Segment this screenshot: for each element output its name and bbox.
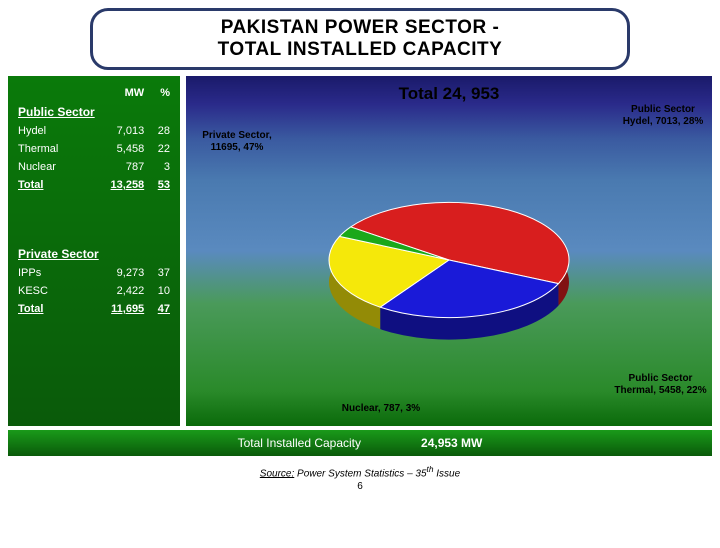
priv-total-pct: 47: [146, 300, 172, 318]
lbl-thermal: Public Sector Thermal, 5458, 22%: [613, 373, 708, 396]
page-number: 6: [0, 481, 720, 492]
source-prefix: Source:: [260, 468, 294, 479]
lbl-nuclear: Nuclear, 787, 3%: [336, 403, 426, 415]
source-line: Source: Power System Statistics – 35th I…: [0, 464, 720, 479]
col-pct: %: [146, 84, 172, 102]
footer-left: Total Installed Capacity: [238, 436, 361, 450]
chart-total: Total 24, 953: [399, 84, 500, 104]
pub-total-pct: 53: [146, 176, 172, 194]
main-area: MW% Public Sector Hydel7,01328Thermal5,4…: [0, 76, 720, 426]
pub-total-mw: 13,258: [86, 176, 146, 194]
lbl-hydel: Public Sector Hydel, 7013, 28%: [618, 104, 708, 127]
title-box: PAKISTAN POWER SECTOR - TOTAL INSTALLED …: [90, 8, 630, 70]
table-row: Thermal5,45822: [16, 140, 172, 158]
priv-total-mw: 11,695: [86, 300, 146, 318]
table-row: Hydel7,01328: [16, 122, 172, 140]
table-row: KESC2,42210: [16, 282, 172, 300]
data-table: MW% Public Sector Hydel7,01328Thermal5,4…: [16, 84, 172, 318]
source-suffix: Issue: [434, 468, 461, 479]
col-mw: MW: [86, 84, 146, 102]
private-head: Private Sector: [16, 244, 172, 264]
source-text: Power System Statistics – 35: [294, 468, 426, 479]
lbl-private: Private Sector, 11695, 47%: [192, 130, 282, 153]
title-line1: PAKISTAN POWER SECTOR -: [103, 17, 617, 39]
table-row: Nuclear7873: [16, 158, 172, 176]
public-head: Public Sector: [16, 102, 172, 122]
footer-bar: Total Installed Capacity 24,953 MW: [8, 430, 712, 456]
pie-chart: [269, 135, 629, 395]
total-label: Total: [16, 300, 86, 318]
source-sup: th: [427, 464, 434, 474]
footer-right: 24,953 MW: [421, 436, 482, 450]
title-line2: TOTAL INSTALLED CAPACITY: [103, 39, 617, 61]
data-panel: MW% Public Sector Hydel7,01328Thermal5,4…: [8, 76, 180, 426]
table-row: IPPs9,27337: [16, 264, 172, 282]
total-label: Total: [16, 176, 86, 194]
pie-chart-area: Total 24, 953 Private Sector, 11695, 47%…: [186, 76, 712, 426]
